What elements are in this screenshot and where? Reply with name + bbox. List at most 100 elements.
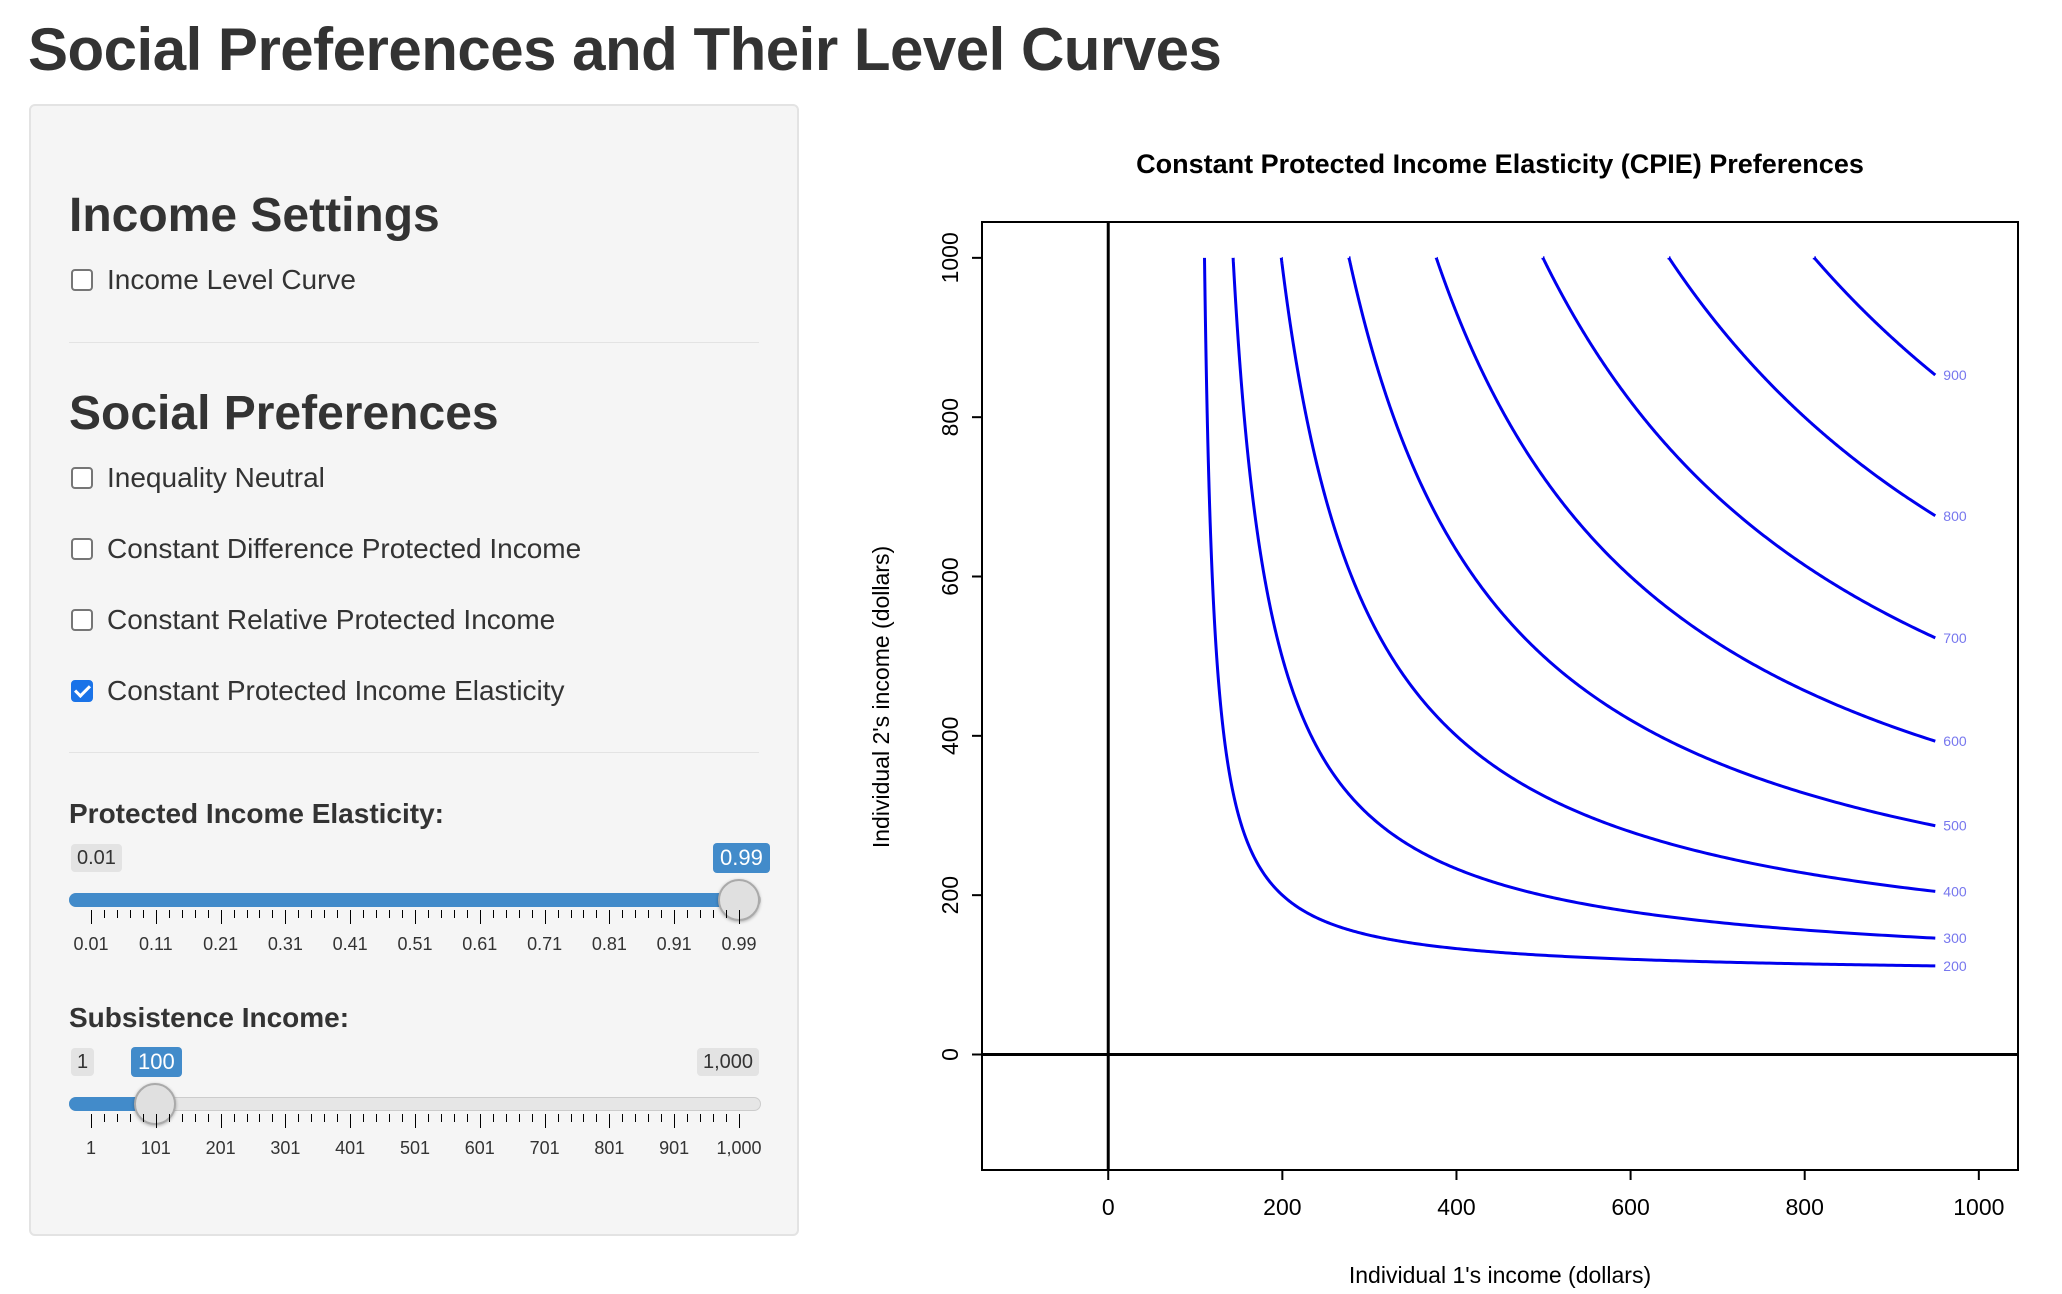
slider-minor-tick: [311, 910, 313, 918]
slider-minor-tick: [648, 910, 650, 918]
slider-minor-tick: [700, 910, 702, 918]
slider-major-tick: [609, 910, 611, 924]
slider-minor-tick: [570, 1114, 572, 1122]
slider-minor-tick: [492, 1114, 494, 1122]
slider-major-tick: [155, 910, 157, 924]
slider-major-tick: [479, 910, 481, 924]
slider-minor-tick: [557, 1114, 559, 1122]
slider-minor-tick: [103, 910, 105, 918]
slider-minor-tick: [726, 910, 728, 918]
slider-tick-label: 0.71: [527, 934, 563, 954]
slider-major-tick: [350, 1114, 352, 1128]
slider-major-tick: [415, 1114, 416, 1128]
slider-major-tick: [739, 910, 740, 924]
slider-major-tick: [220, 1114, 222, 1128]
slider-minor-tick: [531, 1114, 533, 1122]
slider-minor-tick: [129, 910, 131, 918]
slider-tick-label: 301: [270, 1138, 301, 1158]
checkbox-box[interactable]: [71, 680, 93, 702]
slider-minor-tick: [116, 1114, 118, 1122]
constant-protected-income-elasticity-checkbox[interactable]: Constant Protected Income Elasticity: [71, 673, 565, 709]
checkbox-box[interactable]: [71, 269, 93, 291]
inequality-neutral-checkbox[interactable]: Inequality Neutral: [71, 460, 325, 496]
constant-difference-protected-income-checkbox[interactable]: Constant Difference Protected Income: [71, 531, 581, 567]
slider-minor-tick: [129, 1114, 131, 1122]
checkbox-box[interactable]: [71, 609, 93, 631]
constant-relative-protected-income-checkbox[interactable]: Constant Relative Protected Income: [71, 602, 555, 638]
y-axis-label: Individual 2's income (dollars): [868, 546, 894, 848]
slider-major-tick: [285, 910, 287, 924]
level-curves: 200 300 400 500 600 700 800 900: [1203, 256, 1967, 974]
slider-minor-tick: [427, 910, 429, 918]
x-tick-label: 600: [1611, 1194, 1649, 1220]
checkbox-box[interactable]: [71, 538, 93, 560]
social-preferences-heading: Social Preferences: [69, 387, 499, 440]
slider-minor-tick: [207, 1114, 209, 1122]
income-level-curve-checkbox[interactable]: Income Level Curve: [71, 262, 356, 298]
x-tick-label: 400: [1437, 1194, 1475, 1220]
divider: [69, 752, 759, 753]
y-tick-label: 600: [937, 557, 963, 595]
slider-minor-tick: [142, 1114, 144, 1122]
slider-tick-label: 0.11: [138, 934, 173, 954]
slider-minor-tick: [337, 1114, 339, 1122]
slider-minor-tick: [583, 910, 585, 918]
level-curve-label: 500: [1943, 818, 1967, 834]
slider-major-tick: [674, 1114, 676, 1128]
slider-minor-tick: [713, 1114, 715, 1122]
slider-minor-tick: [246, 1114, 248, 1122]
slider-minor-tick: [363, 1114, 365, 1122]
slider-minor-tick: [181, 910, 183, 918]
slider-minor-tick: [142, 910, 144, 918]
level-curve: [1541, 256, 1936, 640]
level-curve: [1279, 256, 1936, 893]
slider-minor-tick: [272, 910, 274, 918]
slider-major-tick: [91, 910, 92, 924]
cpie-chart: Constant Protected Income Elasticity (CP…: [868, 149, 2019, 1288]
slider-minor-tick: [440, 910, 442, 918]
slider-minor-tick: [700, 1114, 702, 1122]
x-tick-label: 0: [1102, 1194, 1115, 1220]
checkbox-box[interactable]: [71, 467, 93, 489]
slider-minor-tick: [233, 1114, 235, 1122]
slider-minor-tick: [363, 910, 365, 918]
slider-tick-label: 201: [205, 1138, 236, 1158]
checkbox-label: Income Level Curve: [107, 264, 357, 295]
slider-tick-label: 0.31: [267, 934, 303, 954]
y-tick-label: 1000: [937, 232, 963, 283]
slider-major-tick: [544, 910, 546, 924]
level-curve-label: 600: [1943, 733, 1967, 749]
y-tick-label: 0: [937, 1048, 963, 1061]
slider-tick-label: 0.21: [203, 934, 239, 954]
slider-tick-label: 1: [85, 1138, 97, 1158]
subsistence-slider-handle[interactable]: [134, 1083, 176, 1125]
divider: [69, 342, 759, 343]
elasticity-slider-label: Protected Income Elasticity:: [69, 798, 445, 829]
slider-tick-label: 0.99: [721, 934, 757, 954]
slider-minor-tick: [713, 910, 715, 918]
checkbox-label: Constant Difference Protected Income: [107, 533, 582, 564]
subsistence-max-badge: 1,000: [697, 1048, 760, 1076]
level-curve: [1434, 256, 1936, 743]
level-curve-label: 800: [1943, 508, 1967, 524]
elasticity-slider-fill: [69, 893, 741, 907]
slider-minor-tick: [298, 910, 300, 918]
slider-minor-tick: [453, 910, 455, 918]
slider-minor-tick: [376, 910, 378, 918]
level-curve: [1203, 257, 1936, 968]
elasticity-value-badge: 0.99: [713, 843, 770, 873]
slider-minor-tick: [635, 910, 637, 918]
level-curve: [1231, 257, 1936, 940]
slider-minor-tick: [518, 910, 520, 918]
level-curve: [1667, 256, 1937, 518]
slider-minor-tick: [648, 1114, 650, 1122]
slider-tick-label: 401: [335, 1138, 366, 1158]
slider-minor-tick: [103, 1114, 105, 1122]
slider-minor-tick: [622, 910, 624, 918]
x-tick-label: 1000: [1953, 1194, 2004, 1220]
slider-major-tick: [739, 1114, 740, 1128]
chart-title: Constant Protected Income Elasticity (CP…: [1136, 149, 1864, 179]
slider-minor-tick: [466, 1114, 468, 1122]
slider-minor-tick: [402, 910, 404, 918]
slider-tick-label: 0.41: [332, 934, 368, 954]
